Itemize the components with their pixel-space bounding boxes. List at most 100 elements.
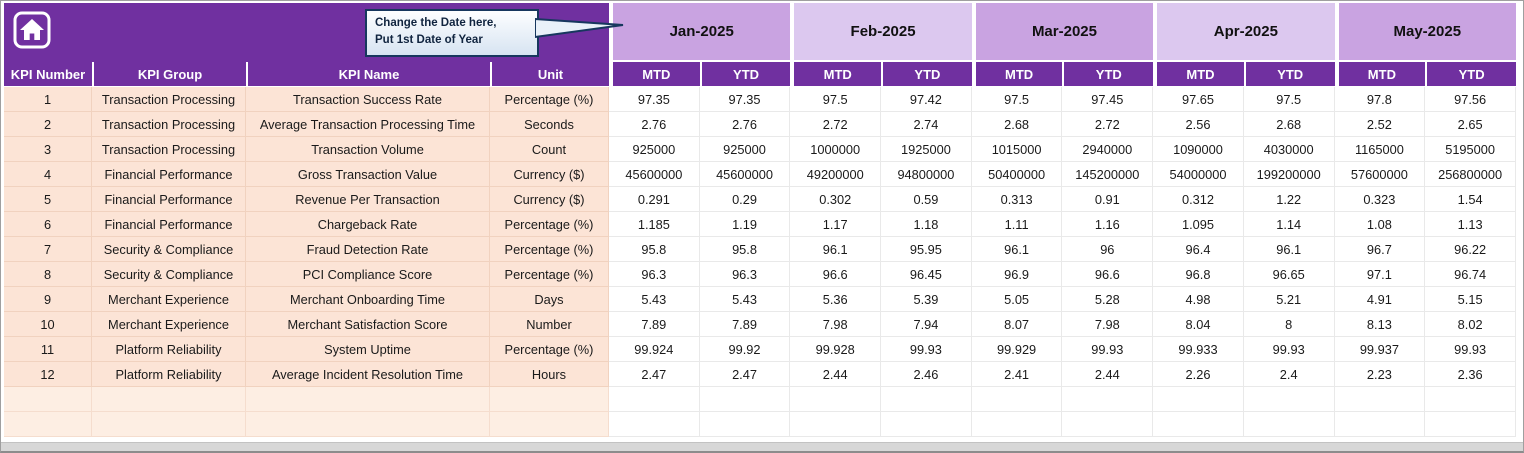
kpi-value-cell[interactable]: 97.5 <box>1243 87 1335 112</box>
empty-cell[interactable] <box>246 412 490 437</box>
kpi-value-cell[interactable]: 96.6 <box>1062 262 1154 287</box>
kpi-value-cell[interactable]: 2.74 <box>881 112 972 137</box>
kpi-value-cell[interactable]: 2.23 <box>1334 362 1426 387</box>
kpi-value-cell[interactable]: 96.1 <box>1243 237 1335 262</box>
kpi-value-cell[interactable]: 99.93 <box>881 337 972 362</box>
empty-cell[interactable] <box>1062 387 1154 412</box>
kpi-group-cell[interactable]: Platform Reliability <box>92 337 246 362</box>
kpi-value-cell[interactable]: 54000000 <box>1153 162 1244 187</box>
kpi-value-cell[interactable]: 1.16 <box>1062 212 1154 237</box>
kpi-value-cell[interactable]: 96.45 <box>881 262 972 287</box>
empty-cell[interactable] <box>1153 387 1244 412</box>
kpi-group-cell[interactable]: Security & Compliance <box>92 262 246 287</box>
kpi-value-cell[interactable]: 97.5 <box>790 87 882 112</box>
month-header-feb[interactable]: Feb-2025 <box>790 3 972 62</box>
empty-cell[interactable] <box>881 412 972 437</box>
kpi-value-cell[interactable]: 1.19 <box>699 212 791 237</box>
kpi-value-cell[interactable]: 2.47 <box>609 362 700 387</box>
empty-cell[interactable] <box>1243 387 1335 412</box>
kpi-value-cell[interactable]: 2.44 <box>1062 362 1154 387</box>
kpi-name-cell[interactable]: Gross Transaction Value <box>246 162 490 187</box>
kpi-unit-cell[interactable]: Seconds <box>490 112 609 137</box>
kpi-value-cell[interactable]: 256800000 <box>1425 162 1516 187</box>
kpi-value-cell[interactable]: 2.46 <box>881 362 972 387</box>
kpi-value-cell[interactable]: 2.68 <box>971 112 1063 137</box>
kpi-value-cell[interactable]: 145200000 <box>1062 162 1154 187</box>
kpi-value-cell[interactable]: 5.28 <box>1062 287 1154 312</box>
empty-cell[interactable] <box>971 412 1063 437</box>
empty-cell[interactable] <box>92 387 246 412</box>
kpi-value-cell[interactable]: 2.68 <box>1243 112 1335 137</box>
kpi-value-cell[interactable]: 99.93 <box>1425 337 1516 362</box>
kpi-unit-cell[interactable]: Currency ($) <box>490 162 609 187</box>
kpi-value-cell[interactable]: 8.07 <box>971 312 1063 337</box>
kpi-number-cell[interactable]: 8 <box>4 262 92 287</box>
kpi-value-cell[interactable]: 7.89 <box>699 312 791 337</box>
empty-cell[interactable] <box>4 412 92 437</box>
kpi-value-cell[interactable]: 5.43 <box>699 287 791 312</box>
kpi-value-cell[interactable]: 1165000 <box>1334 137 1426 162</box>
kpi-value-cell[interactable]: 96.7 <box>1334 237 1426 262</box>
kpi-value-cell[interactable]: 1.11 <box>971 212 1063 237</box>
kpi-number-cell[interactable]: 11 <box>4 337 92 362</box>
kpi-value-cell[interactable]: 0.29 <box>699 187 791 212</box>
month-header-mar[interactable]: Mar-2025 <box>971 3 1154 62</box>
kpi-value-cell[interactable]: 5.36 <box>790 287 882 312</box>
kpi-value-cell[interactable]: 1.13 <box>1425 212 1516 237</box>
kpi-group-cell[interactable]: Financial Performance <box>92 162 246 187</box>
kpi-number-cell[interactable]: 12 <box>4 362 92 387</box>
kpi-value-cell[interactable]: 8.13 <box>1334 312 1426 337</box>
kpi-value-cell[interactable]: 99.93 <box>1243 337 1335 362</box>
empty-cell[interactable] <box>1062 412 1154 437</box>
kpi-value-cell[interactable]: 0.91 <box>1062 187 1154 212</box>
kpi-value-cell[interactable]: 97.45 <box>1062 87 1154 112</box>
kpi-value-cell[interactable]: 96.74 <box>1425 262 1516 287</box>
col-header-unit[interactable]: Unit <box>490 62 609 87</box>
kpi-value-cell[interactable]: 0.291 <box>609 187 700 212</box>
empty-cell[interactable] <box>1425 412 1516 437</box>
kpi-value-cell[interactable]: 0.323 <box>1334 187 1426 212</box>
col-header-mtd-may[interactable]: MTD <box>1334 62 1426 87</box>
kpi-value-cell[interactable]: 2.26 <box>1153 362 1244 387</box>
kpi-value-cell[interactable]: 96.1 <box>971 237 1063 262</box>
kpi-group-cell[interactable]: Merchant Experience <box>92 287 246 312</box>
kpi-value-cell[interactable]: 2.52 <box>1334 112 1426 137</box>
col-header-mtd-feb[interactable]: MTD <box>790 62 882 87</box>
kpi-value-cell[interactable]: 2.4 <box>1243 362 1335 387</box>
home-icon[interactable] <box>13 11 51 49</box>
empty-cell[interactable] <box>1334 387 1426 412</box>
kpi-unit-cell[interactable]: Percentage (%) <box>490 87 609 112</box>
kpi-value-cell[interactable]: 95.8 <box>609 237 700 262</box>
empty-cell[interactable] <box>881 387 972 412</box>
kpi-value-cell[interactable]: 2.56 <box>1153 112 1244 137</box>
kpi-value-cell[interactable]: 97.65 <box>1153 87 1244 112</box>
kpi-value-cell[interactable]: 99.93 <box>1062 337 1154 362</box>
kpi-value-cell[interactable]: 4.91 <box>1334 287 1426 312</box>
kpi-value-cell[interactable]: 99.933 <box>1153 337 1244 362</box>
kpi-value-cell[interactable]: 2.65 <box>1425 112 1516 137</box>
kpi-value-cell[interactable]: 96 <box>1062 237 1154 262</box>
kpi-value-cell[interactable]: 7.98 <box>1062 312 1154 337</box>
kpi-value-cell[interactable]: 2.44 <box>790 362 882 387</box>
kpi-number-cell[interactable]: 1 <box>4 87 92 112</box>
kpi-value-cell[interactable]: 2.76 <box>609 112 700 137</box>
kpi-value-cell[interactable]: 5.05 <box>971 287 1063 312</box>
kpi-number-cell[interactable]: 10 <box>4 312 92 337</box>
kpi-unit-cell[interactable]: Percentage (%) <box>490 212 609 237</box>
kpi-value-cell[interactable]: 96.1 <box>790 237 882 262</box>
kpi-value-cell[interactable]: 8.02 <box>1425 312 1516 337</box>
empty-cell[interactable] <box>699 412 791 437</box>
kpi-value-cell[interactable]: 96.4 <box>1153 237 1244 262</box>
kpi-value-cell[interactable]: 1090000 <box>1153 137 1244 162</box>
kpi-unit-cell[interactable]: Days <box>490 287 609 312</box>
col-header-ytd-jan[interactable]: YTD <box>699 62 791 87</box>
col-header-ytd-may[interactable]: YTD <box>1425 62 1516 87</box>
kpi-name-cell[interactable]: Transaction Success Rate <box>246 87 490 112</box>
kpi-unit-cell[interactable]: Percentage (%) <box>490 237 609 262</box>
kpi-value-cell[interactable]: 7.94 <box>881 312 972 337</box>
kpi-value-cell[interactable]: 97.35 <box>699 87 791 112</box>
kpi-value-cell[interactable]: 97.56 <box>1425 87 1516 112</box>
kpi-value-cell[interactable]: 99.929 <box>971 337 1063 362</box>
kpi-number-cell[interactable]: 4 <box>4 162 92 187</box>
kpi-value-cell[interactable]: 1925000 <box>881 137 972 162</box>
